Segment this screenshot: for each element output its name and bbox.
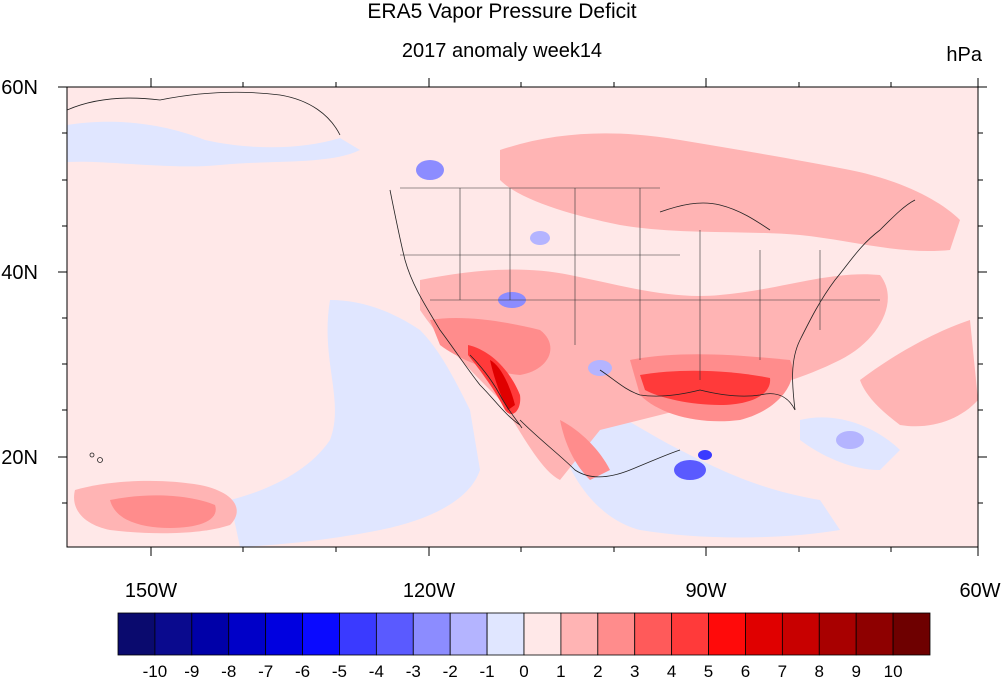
colorbar-swatch (375, 612, 414, 656)
colorbar-swatch (745, 612, 783, 656)
colorbar: -10 -9 -8 -7 -6 -5 -4 -3 -2 -1 0 1 2 3 4 5 6 7 8 9 10 (117, 612, 931, 681)
lat-label: 60N (1, 77, 38, 99)
colorbar-swatch (449, 612, 488, 656)
colorbar-swatch (228, 612, 267, 656)
colorbar-label: 1 (556, 662, 565, 681)
colorbar-label: -4 (369, 662, 384, 681)
colorbar-label: -7 (258, 662, 273, 681)
mexico-positive-mid (560, 420, 610, 480)
colorbar-label: -3 (406, 662, 421, 681)
units-label: hPa (946, 44, 982, 66)
lat-label: 20N (1, 447, 38, 469)
colorbar-swatch (892, 612, 931, 656)
east-pacific-negative (230, 300, 480, 547)
colorbar-swatch (154, 612, 193, 656)
lon-label: 120W (403, 580, 455, 602)
lon-label: 150W (125, 580, 177, 602)
colorbar-swatch (560, 612, 599, 656)
lon-label: 90W (685, 580, 726, 602)
colorbar-label: 5 (704, 662, 713, 681)
map-subtitle: 2017 anomaly week14 (401, 40, 603, 62)
lon-label: 60W (959, 580, 1000, 602)
blue-spot-caribbean (836, 431, 864, 449)
colorbar-swatch (597, 612, 636, 656)
coastlines (67, 91, 916, 478)
hawaii-islands (89, 452, 95, 458)
colorbar-swatch (708, 612, 746, 656)
colorbar-swatch (781, 612, 820, 656)
north-pacific-negative (67, 121, 360, 167)
blue-spot-northwest (416, 160, 444, 180)
map-title: ERA5 Vapor Pressure Deficit (367, 0, 637, 23)
colorbar-swatch (302, 612, 340, 656)
colorbar-label: -2 (443, 662, 458, 681)
colorbar-swatch (523, 612, 562, 656)
blue-spot-mexico (674, 460, 706, 480)
colorbar-swatch (339, 612, 377, 656)
colorbar-label: 10 (884, 662, 903, 681)
colorbar-label: 4 (667, 662, 676, 681)
colorbar-swatch (191, 612, 230, 656)
anomaly-field (67, 87, 978, 547)
pacific-positive-mid (110, 495, 216, 528)
colorbar-label: 3 (630, 662, 639, 681)
colorbar-label: 9 (851, 662, 860, 681)
blue-spot-texas (588, 360, 612, 376)
hawaii-big-island (97, 457, 103, 463)
atlantic-positive (860, 320, 978, 427)
colorbar-label: -1 (480, 662, 495, 681)
colorbar-label: 8 (815, 662, 824, 681)
colorbar-swatch (855, 612, 894, 656)
colorbar-label: 7 (778, 662, 787, 681)
colorbar-label: -9 (184, 662, 199, 681)
colorbar-swatch (412, 612, 451, 656)
baja-peak (490, 360, 515, 410)
colorbar-label: -6 (295, 662, 310, 681)
lat-label: 40N (1, 262, 38, 284)
state-borders (400, 187, 880, 380)
colorbar-label: 0 (519, 662, 528, 681)
colorbar-swatch (671, 612, 709, 656)
colorbar-label: 2 (593, 662, 602, 681)
colorbar-swatch (265, 612, 303, 656)
colorbar-label: -10 (143, 662, 168, 681)
colorbar-label: 6 (741, 662, 750, 681)
map-axes: 60N 40N 20N 150W 120W 90W 60W (1, 77, 1000, 602)
colorbar-swatch (486, 612, 525, 656)
map-frame (66, 86, 979, 548)
colorbar-swatch (117, 612, 156, 656)
canada-positive (500, 133, 960, 252)
colorbar-label: -8 (221, 662, 236, 681)
southwest-positive-mid (430, 318, 551, 375)
blue-spot-core (698, 450, 712, 460)
blue-spot-plains (530, 231, 550, 245)
colorbar-swatch (634, 612, 673, 656)
colorbar-swatch (818, 612, 857, 656)
colorbar-label: -5 (332, 662, 347, 681)
gulf-coast-core (640, 370, 771, 405)
